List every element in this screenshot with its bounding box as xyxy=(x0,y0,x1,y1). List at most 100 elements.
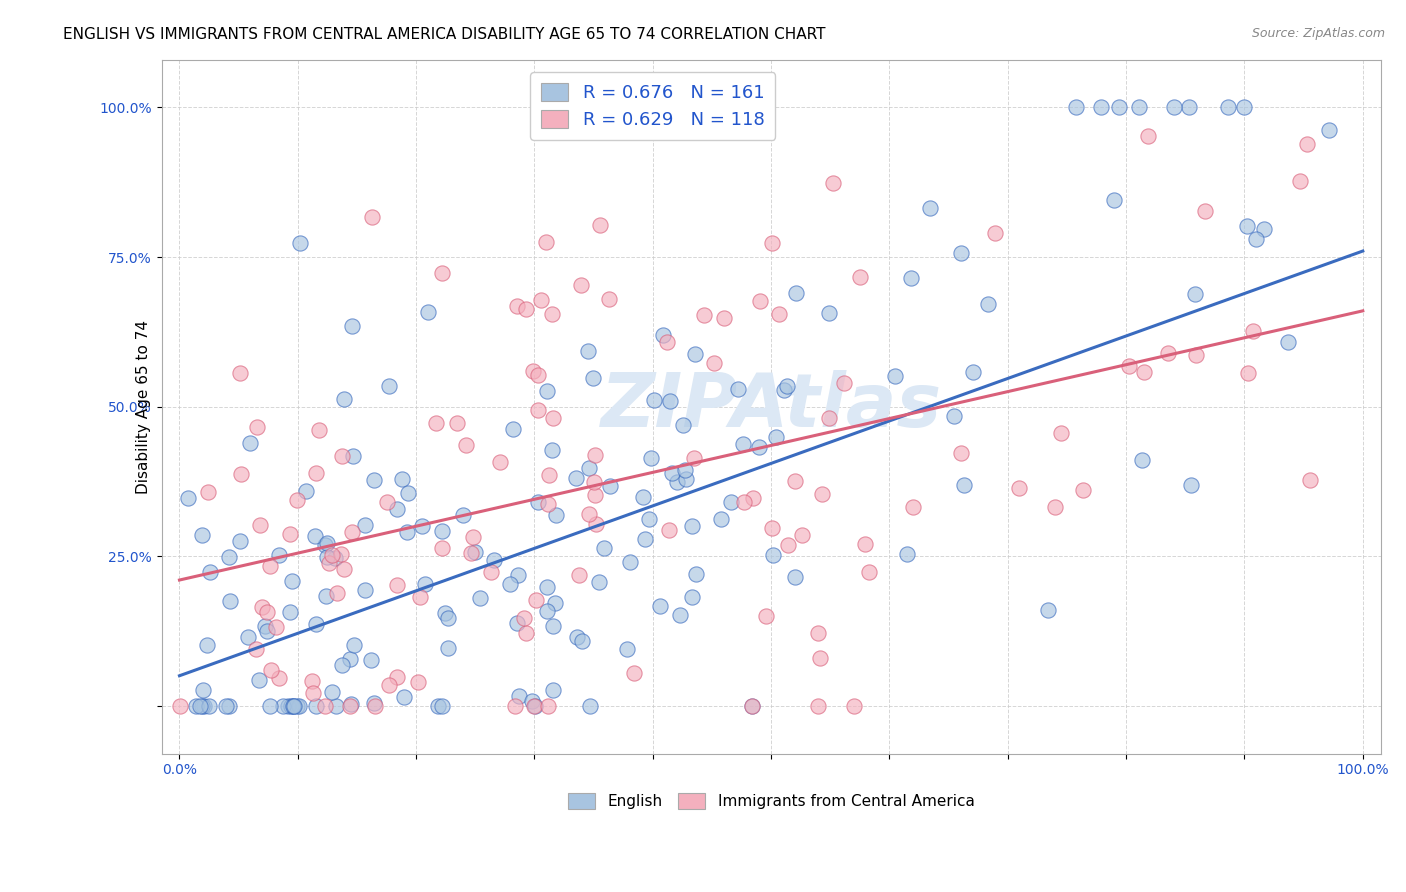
Point xyxy=(499,577,522,591)
Point xyxy=(333,562,356,576)
Point xyxy=(778,538,800,552)
Point xyxy=(588,574,610,589)
Point xyxy=(672,418,695,433)
Point xyxy=(430,524,453,539)
Point xyxy=(396,486,419,500)
Point xyxy=(675,471,697,485)
Point xyxy=(489,455,512,469)
Point xyxy=(541,619,564,633)
Point xyxy=(733,494,755,508)
Point xyxy=(685,566,707,581)
Point xyxy=(363,697,385,711)
Point xyxy=(385,577,408,591)
Point xyxy=(280,698,302,713)
Point xyxy=(229,467,252,481)
Point xyxy=(273,698,295,713)
Point xyxy=(1218,100,1240,114)
Point xyxy=(703,356,725,370)
Point xyxy=(193,698,215,713)
Point xyxy=(267,548,290,562)
Text: Source: ZipAtlas.com: Source: ZipAtlas.com xyxy=(1251,27,1385,40)
Point xyxy=(578,508,600,522)
Point xyxy=(325,586,347,600)
Point xyxy=(1108,100,1130,114)
Point xyxy=(229,367,252,381)
Point xyxy=(218,698,240,713)
Point xyxy=(308,424,330,438)
Point xyxy=(950,246,973,260)
Point xyxy=(315,589,337,603)
Point xyxy=(506,615,529,630)
Point xyxy=(1102,193,1125,207)
Point xyxy=(301,674,323,689)
Point xyxy=(318,556,340,570)
Point xyxy=(623,665,645,680)
Point xyxy=(523,698,546,713)
Point xyxy=(768,307,790,321)
Point xyxy=(188,698,211,713)
Point xyxy=(437,640,460,655)
Point xyxy=(364,698,387,713)
Point xyxy=(568,568,591,582)
Point xyxy=(1130,453,1153,467)
Point xyxy=(571,633,593,648)
Point xyxy=(315,549,337,564)
Point xyxy=(1194,204,1216,219)
Point xyxy=(710,512,733,526)
Point xyxy=(259,558,281,573)
Point xyxy=(305,616,328,631)
Point xyxy=(461,530,484,544)
Point xyxy=(215,698,238,713)
Point xyxy=(541,443,564,458)
Point xyxy=(583,488,606,502)
Point xyxy=(749,293,772,308)
Point xyxy=(589,219,612,233)
Point xyxy=(503,698,526,713)
Point xyxy=(918,201,941,215)
Point xyxy=(377,379,399,393)
Point xyxy=(578,461,600,475)
Point xyxy=(1036,603,1059,617)
Point xyxy=(278,605,301,619)
Point xyxy=(285,698,308,713)
Point xyxy=(249,517,271,532)
Point xyxy=(681,591,703,605)
Point xyxy=(673,463,696,477)
Point xyxy=(200,565,222,579)
Point xyxy=(330,657,353,672)
Point xyxy=(652,327,675,342)
Point xyxy=(634,533,657,547)
Point xyxy=(858,566,880,580)
Point xyxy=(330,547,353,561)
Point xyxy=(305,466,328,480)
Point xyxy=(650,599,672,613)
Point xyxy=(583,448,606,462)
Point xyxy=(413,577,436,591)
Point xyxy=(198,698,221,713)
Point xyxy=(762,548,785,562)
Point xyxy=(246,419,269,434)
Point xyxy=(849,270,872,285)
Point xyxy=(977,297,1000,311)
Point xyxy=(316,536,339,550)
Point xyxy=(669,607,692,622)
Point xyxy=(290,235,312,250)
Point xyxy=(295,484,318,499)
Point xyxy=(446,417,468,431)
Point xyxy=(259,698,281,713)
Point xyxy=(354,583,377,598)
Point xyxy=(755,609,778,624)
Point xyxy=(281,698,304,713)
Point xyxy=(741,698,763,713)
Point xyxy=(950,446,973,460)
Point xyxy=(325,698,347,713)
Point xyxy=(287,698,309,713)
Point xyxy=(527,368,550,382)
Point xyxy=(1071,483,1094,497)
Point xyxy=(818,411,841,425)
Point xyxy=(619,555,641,569)
Point xyxy=(339,652,361,666)
Point xyxy=(884,369,907,384)
Point xyxy=(260,663,283,677)
Point xyxy=(984,226,1007,240)
